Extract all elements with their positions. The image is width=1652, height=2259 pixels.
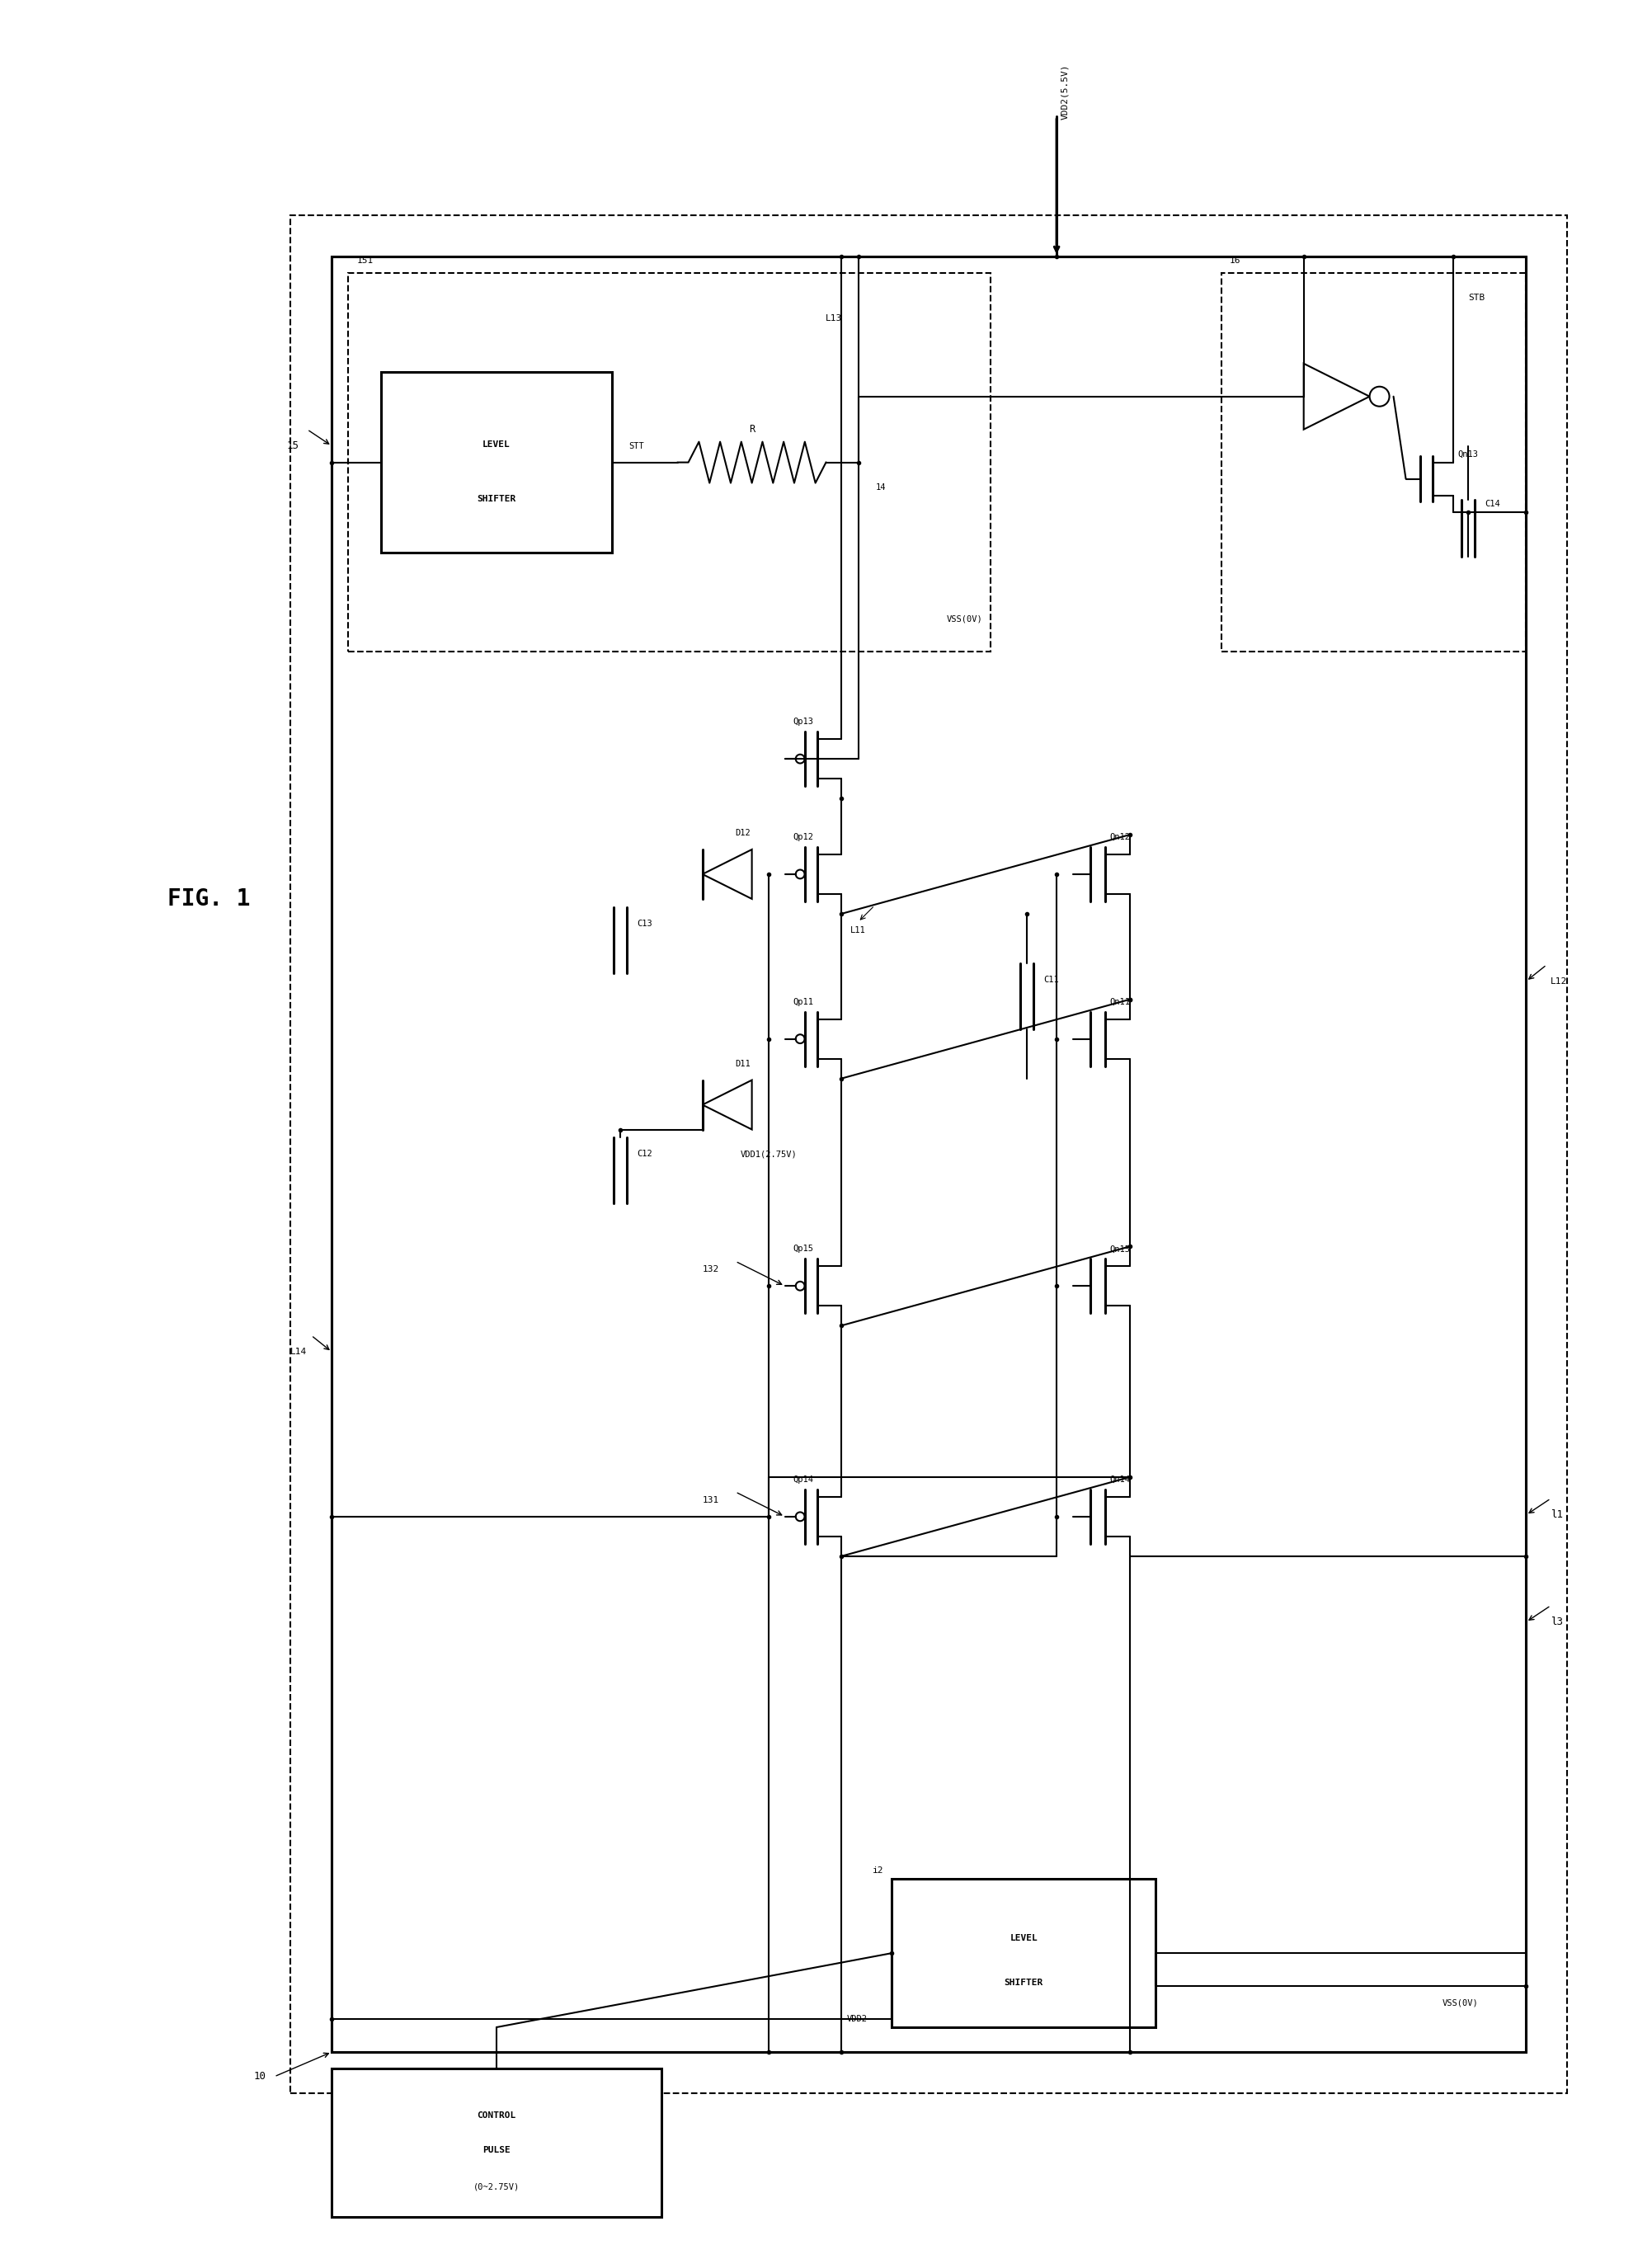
Text: LEVEL: LEVEL: [1009, 1934, 1037, 1943]
Text: Qn14: Qn14: [1110, 1475, 1130, 1484]
Text: L13: L13: [826, 314, 843, 323]
Bar: [892, 1879, 1155, 2026]
Text: Qp14: Qp14: [793, 1475, 814, 1484]
Circle shape: [796, 1511, 805, 1520]
Text: 132: 132: [702, 1265, 719, 1274]
Text: L14: L14: [291, 1349, 307, 1355]
Circle shape: [796, 1035, 805, 1044]
Bar: [332, 258, 1526, 2051]
Text: VDD1(2.75V): VDD1(2.75V): [740, 1150, 796, 1159]
Text: 131: 131: [702, 1495, 719, 1504]
Text: VDD2: VDD2: [846, 2015, 867, 2024]
Bar: [291, 215, 1568, 2094]
Text: CONTROL: CONTROL: [477, 2112, 515, 2119]
Bar: [349, 273, 991, 653]
Text: C11: C11: [1044, 976, 1059, 983]
Text: Qn12: Qn12: [1110, 834, 1130, 840]
Text: L11: L11: [849, 926, 866, 935]
Text: PULSE: PULSE: [482, 2146, 510, 2155]
Text: 16: 16: [1229, 258, 1241, 264]
Text: VDD2(5.5V): VDD2(5.5V): [1061, 63, 1069, 120]
Text: FIG. 1: FIG. 1: [167, 888, 249, 910]
Circle shape: [796, 870, 805, 879]
Text: SHIFTER: SHIFTER: [477, 495, 515, 504]
Text: STB: STB: [1469, 294, 1485, 303]
Text: Qp13: Qp13: [793, 718, 814, 725]
Text: VSS(0V): VSS(0V): [947, 614, 983, 623]
Text: Qp15: Qp15: [793, 1245, 814, 1254]
Polygon shape: [702, 849, 752, 899]
Text: VSS(0V): VSS(0V): [1442, 1999, 1479, 2006]
Text: C12: C12: [636, 1150, 653, 1159]
Bar: [1221, 273, 1526, 653]
Text: SHIFTER: SHIFTER: [1004, 1979, 1042, 1988]
Text: D11: D11: [735, 1059, 752, 1069]
Text: C13: C13: [636, 919, 653, 928]
Text: Qn11: Qn11: [1110, 998, 1130, 1005]
Text: 15: 15: [286, 441, 299, 452]
Text: LEVEL: LEVEL: [482, 441, 510, 447]
Text: R: R: [748, 425, 755, 434]
Text: Qn13: Qn13: [1457, 450, 1479, 459]
Text: Qp11: Qp11: [793, 998, 814, 1005]
Polygon shape: [702, 1080, 752, 1130]
Text: C14: C14: [1485, 499, 1500, 508]
Text: 151: 151: [357, 258, 373, 264]
Text: D12: D12: [735, 829, 752, 838]
Circle shape: [1370, 386, 1389, 407]
Bar: [332, 2069, 661, 2216]
Text: Qn15: Qn15: [1110, 1245, 1130, 1254]
Polygon shape: [1303, 364, 1370, 429]
Circle shape: [796, 755, 805, 764]
Text: l3: l3: [1551, 1617, 1563, 1626]
Text: 10: 10: [253, 2072, 266, 2083]
Text: i2: i2: [872, 1866, 884, 1875]
Bar: [382, 373, 611, 553]
Text: l1: l1: [1551, 1509, 1563, 1520]
Text: STT: STT: [628, 443, 644, 450]
Circle shape: [796, 1281, 805, 1290]
Text: 14: 14: [876, 483, 885, 490]
Text: L12: L12: [1551, 978, 1568, 985]
Text: Qp12: Qp12: [793, 834, 814, 840]
Text: (0~2.75V): (0~2.75V): [474, 2182, 520, 2191]
